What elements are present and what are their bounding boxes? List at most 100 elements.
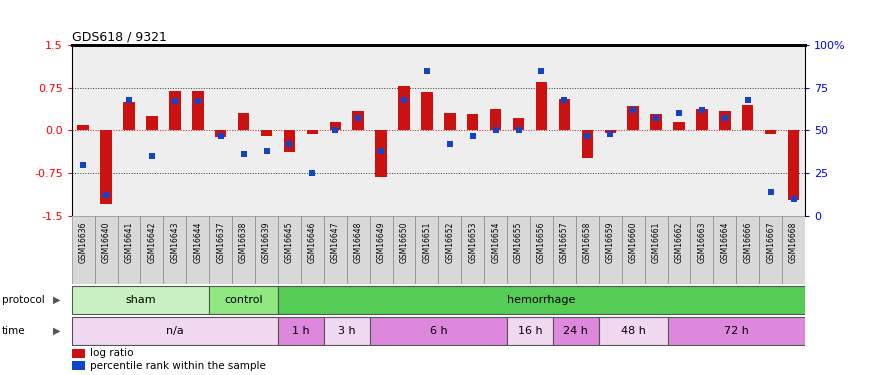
Text: 16 h: 16 h	[518, 326, 542, 336]
Point	[260, 148, 274, 154]
Bar	[690, 216, 713, 284]
Bar	[306, 130, 318, 134]
Bar	[668, 317, 805, 345]
Point	[764, 189, 778, 195]
Point	[695, 107, 709, 113]
Bar	[123, 102, 135, 130]
Bar	[72, 317, 278, 345]
Bar	[513, 118, 524, 130]
Text: GSM16638: GSM16638	[239, 221, 248, 263]
Bar	[598, 317, 668, 345]
Text: GSM16658: GSM16658	[583, 221, 592, 263]
Text: GSM16643: GSM16643	[171, 221, 179, 263]
Text: GSM16645: GSM16645	[285, 221, 294, 263]
Point	[168, 98, 182, 104]
Point	[351, 116, 365, 122]
Bar	[209, 216, 232, 284]
Bar	[444, 113, 456, 130]
Bar	[117, 216, 141, 284]
Bar	[553, 216, 576, 284]
Bar	[78, 125, 89, 130]
Bar	[467, 114, 479, 130]
Point	[580, 133, 594, 139]
Bar	[398, 86, 410, 130]
Bar	[461, 216, 484, 284]
Point	[557, 97, 571, 103]
Text: GSM16661: GSM16661	[652, 221, 661, 263]
Text: GSM16663: GSM16663	[697, 221, 706, 263]
Text: 6 h: 6 h	[430, 326, 447, 336]
Text: percentile rank within the sample: percentile rank within the sample	[90, 361, 266, 371]
Bar	[324, 317, 369, 345]
Text: GSM16647: GSM16647	[331, 221, 340, 263]
Bar	[346, 216, 369, 284]
Text: GSM16650: GSM16650	[400, 221, 409, 263]
Bar	[598, 216, 621, 284]
Point	[305, 170, 319, 176]
Point	[283, 141, 297, 147]
Text: GSM16653: GSM16653	[468, 221, 477, 263]
Point	[649, 116, 663, 122]
Bar	[416, 216, 438, 284]
Text: ▶: ▶	[52, 295, 60, 305]
Text: time: time	[2, 326, 25, 336]
Bar	[72, 349, 85, 358]
Text: GSM16652: GSM16652	[445, 221, 454, 263]
Text: GSM16667: GSM16667	[766, 221, 775, 263]
Text: 3 h: 3 h	[338, 326, 355, 336]
Bar	[261, 130, 272, 136]
Point	[535, 68, 549, 74]
Bar	[375, 130, 387, 177]
Point	[420, 68, 434, 74]
Text: GSM16655: GSM16655	[514, 221, 523, 263]
Bar	[141, 216, 164, 284]
Point	[443, 141, 457, 147]
Text: protocol: protocol	[2, 295, 45, 305]
Bar	[719, 111, 731, 130]
Bar	[192, 91, 204, 130]
Point	[374, 148, 388, 154]
Text: GSM16646: GSM16646	[308, 221, 317, 263]
Point	[718, 116, 732, 122]
Point	[466, 133, 480, 139]
Text: 48 h: 48 h	[620, 326, 646, 336]
Bar	[146, 116, 158, 130]
Bar	[369, 317, 508, 345]
Text: GSM16668: GSM16668	[789, 221, 798, 263]
Bar	[536, 82, 547, 130]
Text: GSM16656: GSM16656	[537, 221, 546, 263]
Bar	[627, 106, 639, 130]
Point	[787, 196, 801, 202]
Point	[672, 110, 686, 116]
Text: 1 h: 1 h	[292, 326, 310, 336]
Text: GSM16654: GSM16654	[491, 221, 500, 263]
Bar	[484, 216, 508, 284]
Bar	[164, 216, 186, 284]
Bar	[673, 122, 685, 130]
Bar	[72, 216, 94, 284]
Bar	[605, 130, 616, 133]
Bar	[650, 114, 662, 130]
Text: GSM16651: GSM16651	[423, 221, 431, 263]
Bar	[553, 317, 598, 345]
Bar	[576, 216, 598, 284]
Text: GSM16666: GSM16666	[743, 221, 752, 263]
Text: 72 h: 72 h	[724, 326, 749, 336]
Point	[603, 131, 617, 137]
Bar	[278, 317, 324, 345]
Point	[191, 98, 205, 104]
Bar	[668, 216, 690, 284]
Bar	[278, 216, 301, 284]
Bar	[507, 317, 553, 345]
Text: GSM16637: GSM16637	[216, 221, 225, 263]
Text: GSM16640: GSM16640	[102, 221, 110, 263]
Bar	[713, 216, 736, 284]
Bar	[742, 105, 753, 130]
Bar	[530, 216, 553, 284]
Bar	[186, 216, 209, 284]
Bar	[72, 286, 209, 314]
Bar	[558, 99, 570, 130]
Bar	[369, 216, 393, 284]
Text: GSM16639: GSM16639	[262, 221, 271, 263]
Text: sham: sham	[125, 295, 156, 305]
